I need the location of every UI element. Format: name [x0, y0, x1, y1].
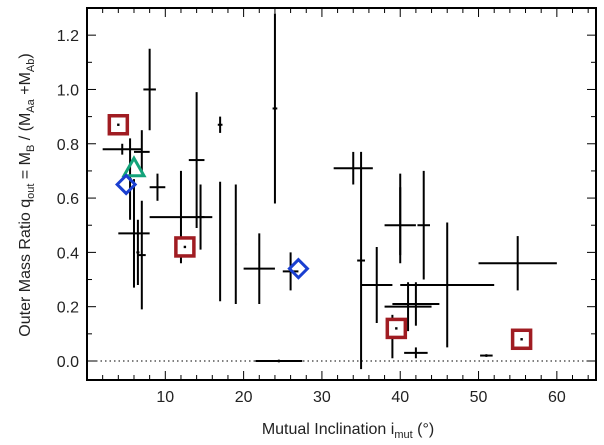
diamond-marker [115, 173, 138, 196]
y-tick-label: 1.2 [57, 28, 79, 45]
errorbar-point [417, 170, 430, 280]
errorbar-point [133, 130, 150, 174]
errorbar-point [480, 354, 493, 357]
errorbar-point [188, 92, 205, 228]
errorbar-point [118, 179, 150, 288]
x-axis-title: Mutual Inclination imut (°) [262, 421, 434, 441]
x-tick-label: 30 [313, 389, 331, 406]
errorbar-point [272, 13, 278, 204]
errorbar-point [243, 233, 275, 304]
errorbar-point [357, 151, 365, 370]
errorbar-point [143, 48, 156, 131]
y-axis-title: Outer Mass Ratio qout = MB / (MAa +MAb) [17, 53, 37, 336]
errorbar-point [399, 173, 402, 256]
y-tick-label: 0.4 [57, 245, 79, 262]
x-tick-label: 50 [470, 389, 488, 406]
x-tick-label: 20 [235, 389, 253, 406]
square-marker-center [520, 338, 523, 341]
errorbar-series [102, 13, 557, 370]
errorbar-point [217, 116, 223, 133]
triangle-marker [121, 155, 147, 178]
errorbar-point [234, 184, 237, 304]
errorbar-point [196, 184, 205, 250]
square-marker-center [395, 327, 398, 330]
marker-series [107, 114, 533, 351]
errorbar-point [149, 173, 166, 201]
y-tick-label: 0.0 [57, 354, 79, 371]
errorbar-point [102, 143, 142, 155]
errorbar-point [136, 219, 140, 285]
errorbar-point [219, 181, 222, 302]
axis-ticks: 10 20 30 40 50 60 0.0 0.2 0.4 0.6 0.8 1.0 1.2 [57, 7, 596, 406]
errorbar-point [137, 200, 146, 310]
errorbar-point [392, 282, 440, 326]
x-tick-label: 40 [391, 389, 409, 406]
y-tick-label: 0.6 [57, 191, 79, 208]
y-tick-label: 1.0 [57, 82, 79, 99]
errorbar-point [404, 347, 428, 359]
y-tick-label: 0.2 [57, 300, 79, 317]
errorbar-point [400, 222, 495, 348]
square-marker-center [183, 245, 187, 249]
errorbar-point [384, 282, 432, 332]
errorbar-point [478, 236, 557, 291]
errorbar-point [361, 246, 393, 323]
y-tick-label: 0.8 [57, 137, 79, 154]
errorbar-point [333, 151, 373, 185]
x-tick-label: 10 [156, 389, 174, 406]
diamond-marker [287, 257, 310, 280]
plot-frame [86, 7, 597, 381]
x-tick-label: 60 [548, 389, 566, 406]
square-marker-center [117, 123, 120, 126]
